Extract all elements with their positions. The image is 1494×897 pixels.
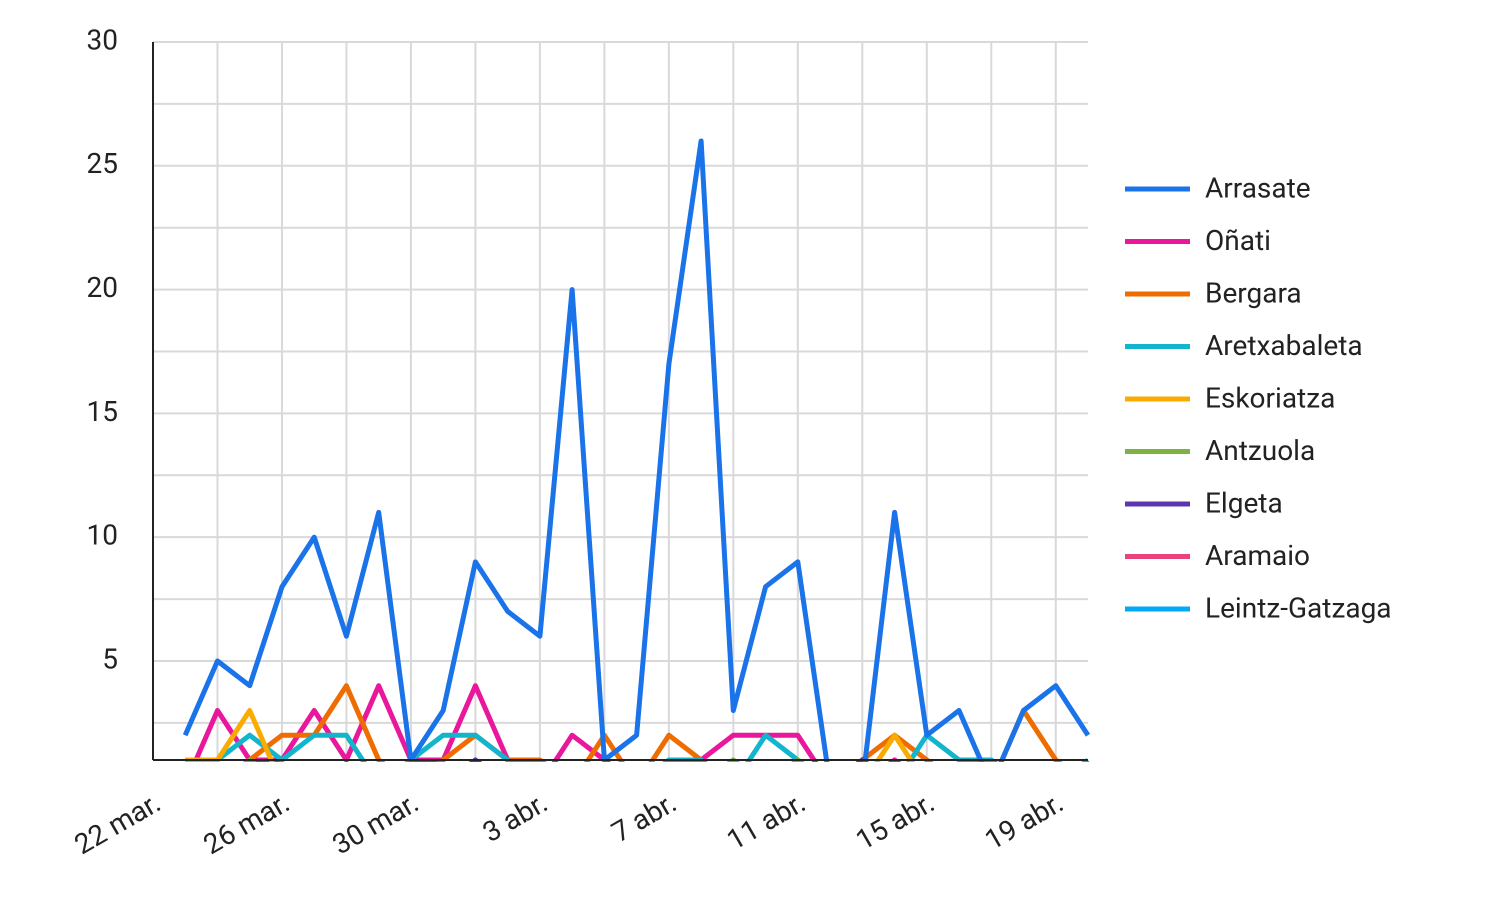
legend-label: Leintz-Gatzaga (1205, 591, 1392, 624)
axes: 5 10 15 20 25 30 22 mar. 26 mar. 30 mar. 3 abr. 7 … (69, 23, 1088, 861)
legend-label: Antzuola (1205, 434, 1315, 467)
y-tick-label: 30 (87, 23, 118, 56)
line-series (243, 757, 805, 762)
legend-label: Oñati (1205, 224, 1271, 257)
x-tick-label: 7 abr. (606, 786, 682, 849)
line-series (182, 138, 1090, 762)
plot-area (182, 138, 1090, 762)
line-series (192, 683, 902, 762)
x-tick-label: 11 abr. (721, 786, 811, 857)
x-tick-label: 19 abr. (979, 786, 1069, 857)
line-series (468, 757, 870, 762)
y-tick-label: 10 (87, 519, 118, 552)
line-series (243, 683, 1063, 762)
x-tick-label: 30 mar. (327, 786, 424, 861)
x-tick-label: 22 mar. (69, 786, 166, 861)
y-tick-label: 25 (87, 147, 118, 180)
legend: Arrasate Oñati Bergara Aretxabaleta Eskoriat… (1125, 171, 1392, 624)
legend-label: Aretxabaleta (1205, 329, 1363, 362)
x-tick-label: 15 abr. (850, 786, 940, 857)
y-tick-label: 15 (87, 395, 118, 428)
grid (153, 41, 1088, 760)
legend-label: Eskoriatza (1205, 381, 1335, 414)
legend-label: Arrasate (1205, 171, 1311, 204)
x-tick-label: 26 mar. (198, 786, 295, 861)
x-tick-label: 3 abr. (477, 786, 553, 849)
legend-label: Aramaio (1205, 539, 1310, 572)
y-tick-label: 5 (102, 642, 118, 675)
y-tick-label: 20 (87, 271, 118, 304)
legend-label: Elgeta (1205, 486, 1283, 519)
legend-label: Bergara (1205, 276, 1302, 309)
line-series (185, 732, 1090, 762)
